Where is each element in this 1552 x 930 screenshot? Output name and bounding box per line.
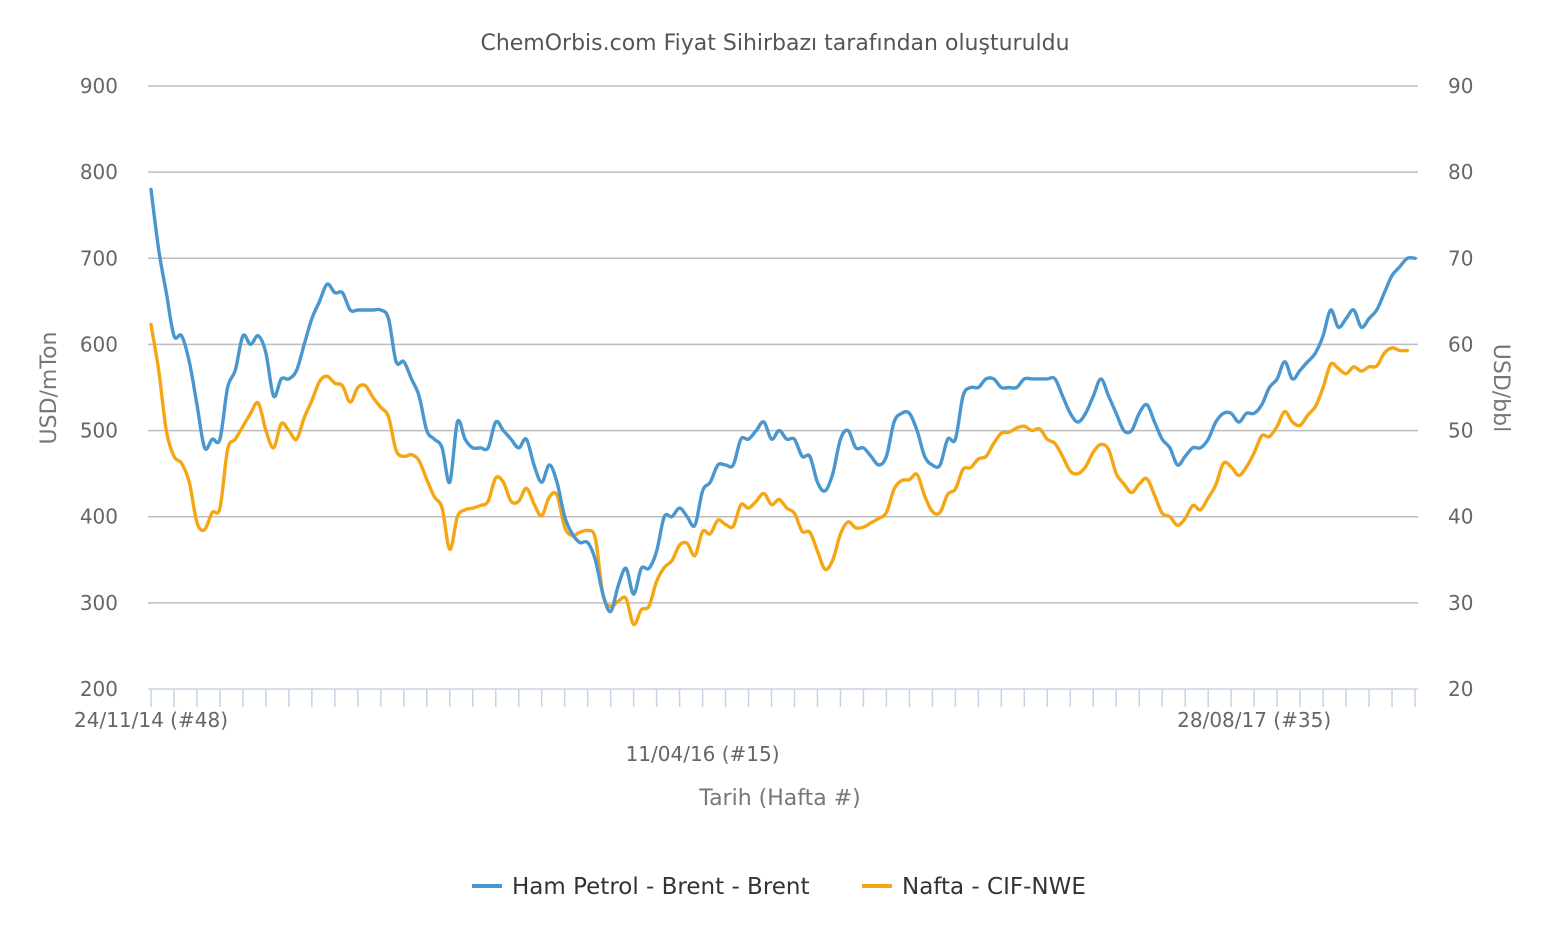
- y-left-tick-label: 800: [80, 160, 118, 184]
- y-left-tick-label: 900: [80, 74, 118, 98]
- legend-label-nafta: Nafta - CIF-NWE: [902, 874, 1086, 900]
- y-axis-left-title: USD/mTon: [37, 332, 62, 445]
- x-axis-ticks: [148, 688, 1418, 707]
- y-left-tick-label: 300: [80, 591, 118, 615]
- gridlines: [148, 85, 1418, 604]
- y-right-tick-label: 60: [1448, 332, 1473, 356]
- series-line-brent: [149, 187, 1417, 614]
- x-tick-label: 28/08/17 (#35): [1177, 708, 1331, 732]
- y-left-tick-label: 600: [80, 332, 118, 356]
- x-tick-label: 11/04/16 (#15): [626, 742, 780, 766]
- legend-label-brent: Ham Petrol - Brent - Brent: [512, 874, 810, 900]
- y-right-tick-label: 90: [1448, 74, 1473, 98]
- legend: Ham Petrol - Brent - Brent Nafta - CIF-N…: [472, 874, 1086, 900]
- y-left-tick-label: 500: [80, 419, 118, 443]
- y-right-tick-label: 80: [1448, 160, 1473, 184]
- series-lines: [149, 187, 1417, 627]
- x-axis-title: Tarih (Hafta #): [698, 786, 860, 811]
- y-axis-right-ticks: 90 80 70 60 50 40 30 20: [1448, 74, 1473, 701]
- x-tick-label: 24/11/14 (#48): [74, 708, 228, 732]
- y-left-tick-label: 200: [80, 677, 118, 701]
- y-right-tick-label: 20: [1448, 677, 1473, 701]
- legend-item-brent[interactable]: Ham Petrol - Brent - Brent: [472, 874, 810, 900]
- y-axis-left-ticks: 900 800 700 600 500 400 300 200: [80, 74, 118, 701]
- legend-item-nafta[interactable]: Nafta - CIF-NWE: [862, 874, 1086, 900]
- y-axis-right-title: USD/bbl: [1488, 344, 1513, 432]
- y-left-tick-label: 400: [80, 505, 118, 529]
- y-right-tick-label: 30: [1448, 591, 1473, 615]
- x-axis-tick-labels: 24/11/14 (#48) 11/04/16 (#15) 28/08/17 (#3…: [74, 708, 1331, 766]
- y-right-tick-label: 70: [1448, 246, 1473, 270]
- y-right-tick-label: 50: [1448, 419, 1473, 443]
- y-right-tick-label: 40: [1448, 505, 1473, 529]
- chart-title: ChemOrbis.com Fiyat Sihirbazı tarafından…: [480, 31, 1069, 56]
- series-line-nafta: [149, 322, 1409, 627]
- y-left-tick-label: 700: [80, 246, 118, 270]
